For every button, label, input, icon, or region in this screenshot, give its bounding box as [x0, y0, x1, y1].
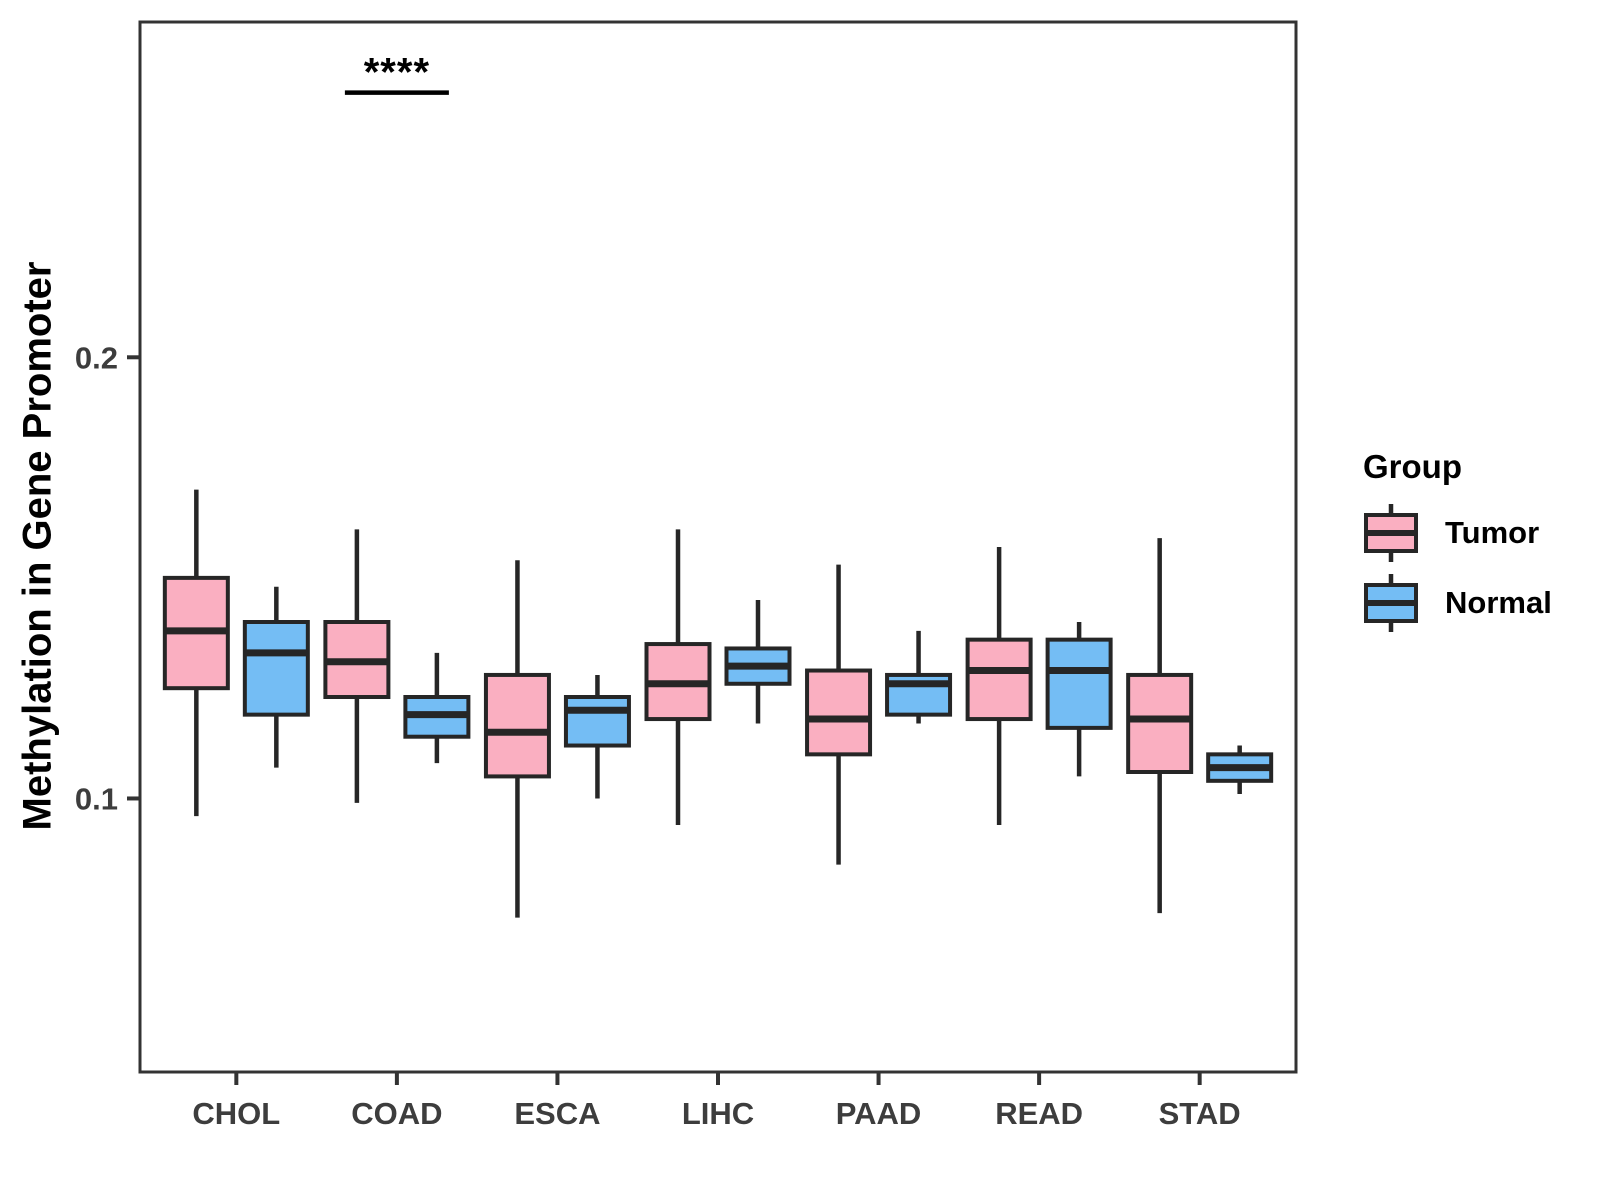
legend-label: Normal — [1445, 585, 1552, 620]
x-tick-label-stad: STAD — [1159, 1096, 1241, 1131]
legend-label: Tumor — [1445, 515, 1540, 550]
box-tumor-esca — [483, 672, 551, 779]
x-tick-label-chol: CHOL — [192, 1096, 280, 1131]
x-tick-label-read: READ — [995, 1096, 1083, 1131]
significance-stars: **** — [363, 50, 431, 95]
x-tick-label-coad: COAD — [351, 1096, 442, 1131]
box-tumor-read — [965, 637, 1033, 722]
legend-box-glyph-normal — [1364, 574, 1418, 632]
panel-border — [138, 20, 1298, 1074]
box-normal-read — [1045, 637, 1113, 730]
legend-title: Group — [1363, 448, 1462, 485]
x-tick-label-lihc: LIHC — [682, 1096, 754, 1131]
box-tumor-stad — [1126, 672, 1194, 774]
box-tumor-paad — [805, 668, 873, 757]
box-normal-esca — [563, 695, 631, 748]
x-tick-label-paad: PAAD — [836, 1096, 922, 1131]
legend-entry-tumor: Tumor — [1363, 502, 1590, 564]
legend-box-glyph-tumor — [1364, 504, 1418, 562]
legend: Group Tumor Normal — [1340, 448, 1590, 642]
legend-entries: Tumor Normal — [1340, 502, 1590, 634]
legend-entry-normal: Normal — [1363, 572, 1590, 634]
x-tick-label-esca: ESCA — [514, 1096, 600, 1131]
box-normal-chol — [242, 620, 310, 717]
y-tick-label: 0.1 — [75, 781, 118, 816]
y-tick-label: 0.2 — [75, 340, 118, 375]
